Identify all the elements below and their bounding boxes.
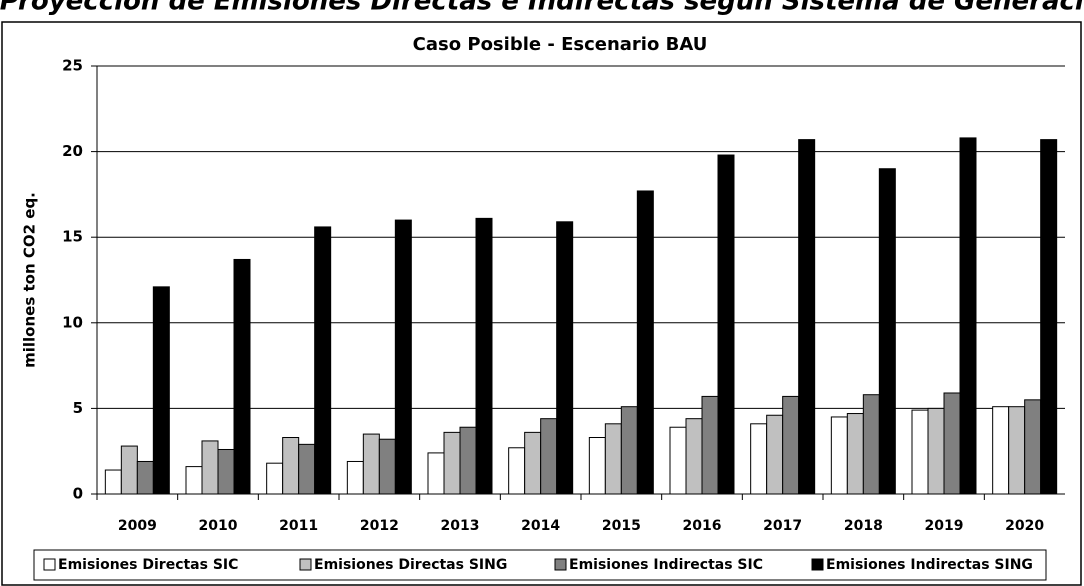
- y-tick-label: 5: [73, 399, 83, 417]
- bar: [830, 416, 848, 495]
- y-tick-label: 10: [62, 313, 83, 331]
- bar: [201, 440, 219, 495]
- bar: [685, 418, 703, 495]
- legend-label: Emisiones Indirectas SIC: [569, 557, 763, 573]
- bar: [959, 137, 977, 495]
- x-tick-label: 2019: [925, 518, 964, 534]
- bar: [443, 431, 461, 495]
- bar: [233, 258, 251, 495]
- x-tick-label: 2018: [844, 518, 883, 534]
- chart-title: Caso Posible - Escenario BAU: [413, 34, 708, 55]
- y-tick-label: 20: [62, 142, 83, 160]
- bar: [669, 426, 687, 495]
- x-tick-label: 2016: [683, 518, 722, 534]
- bar: [717, 154, 735, 495]
- bar: [378, 438, 396, 495]
- bar: [346, 460, 364, 495]
- x-tick-label: 2014: [521, 518, 560, 534]
- bar: [846, 413, 864, 495]
- bar: [266, 462, 284, 495]
- bar: [314, 226, 332, 495]
- bar: [427, 452, 445, 495]
- bar: [185, 466, 203, 495]
- legend-swatch: [299, 558, 312, 571]
- bar: [459, 426, 477, 495]
- x-tick-label: 2012: [360, 518, 399, 534]
- bar: [878, 168, 896, 495]
- bar: [524, 431, 542, 495]
- bar: [992, 406, 1010, 495]
- bar: [1040, 139, 1058, 495]
- legend-swatch: [811, 558, 824, 571]
- bar: [911, 409, 929, 495]
- x-tick-label: 2017: [763, 518, 802, 534]
- y-tick-label: 15: [62, 228, 83, 246]
- bar: [556, 221, 574, 495]
- bar: [120, 445, 138, 495]
- bar: [540, 418, 558, 495]
- bar: [152, 286, 170, 495]
- bar: [604, 423, 622, 495]
- x-tick-label: 2010: [199, 518, 238, 534]
- bar: [282, 437, 300, 495]
- bar: [588, 437, 606, 495]
- y-tick-label: 25: [62, 57, 83, 75]
- bar: [927, 407, 945, 495]
- x-tick-label: 2011: [279, 518, 318, 534]
- y-axis-label: millones ton CO2 eq.: [21, 192, 39, 368]
- frame: [1, 21, 1082, 586]
- legend-label: Emisiones Directas SING: [314, 557, 507, 573]
- bar: [766, 414, 784, 495]
- bar: [798, 139, 816, 495]
- bar: [1008, 406, 1026, 495]
- bar: [862, 394, 880, 495]
- x-tick-label: 2020: [1005, 518, 1044, 534]
- x-tick-label: 2015: [602, 518, 641, 534]
- bar: [943, 392, 961, 495]
- header: Proyección de Emisiones Directas e Indir…: [0, 0, 1084, 17]
- bar: [104, 469, 122, 495]
- bar: [217, 448, 235, 495]
- bar: [394, 219, 412, 495]
- bar: [636, 190, 654, 495]
- bar: [508, 447, 526, 495]
- legend-swatch: [43, 558, 56, 571]
- bar: [1024, 399, 1042, 495]
- bar: [362, 433, 380, 495]
- bar: [750, 423, 768, 495]
- x-tick-label: 2013: [441, 518, 480, 534]
- x-tick-label: 2009: [118, 518, 157, 534]
- legend-label: Emisiones Directas SIC: [58, 557, 238, 573]
- bar: [475, 217, 493, 495]
- bar: [782, 395, 800, 495]
- bar: [136, 460, 154, 495]
- legend-swatch: [554, 558, 567, 571]
- y-tick-label: 0: [73, 485, 83, 503]
- bar: [701, 395, 719, 495]
- bar: [620, 406, 638, 495]
- bar: [298, 443, 316, 495]
- legend-box: [33, 549, 1047, 581]
- legend-label: Emisiones Indirectas SING: [826, 557, 1033, 573]
